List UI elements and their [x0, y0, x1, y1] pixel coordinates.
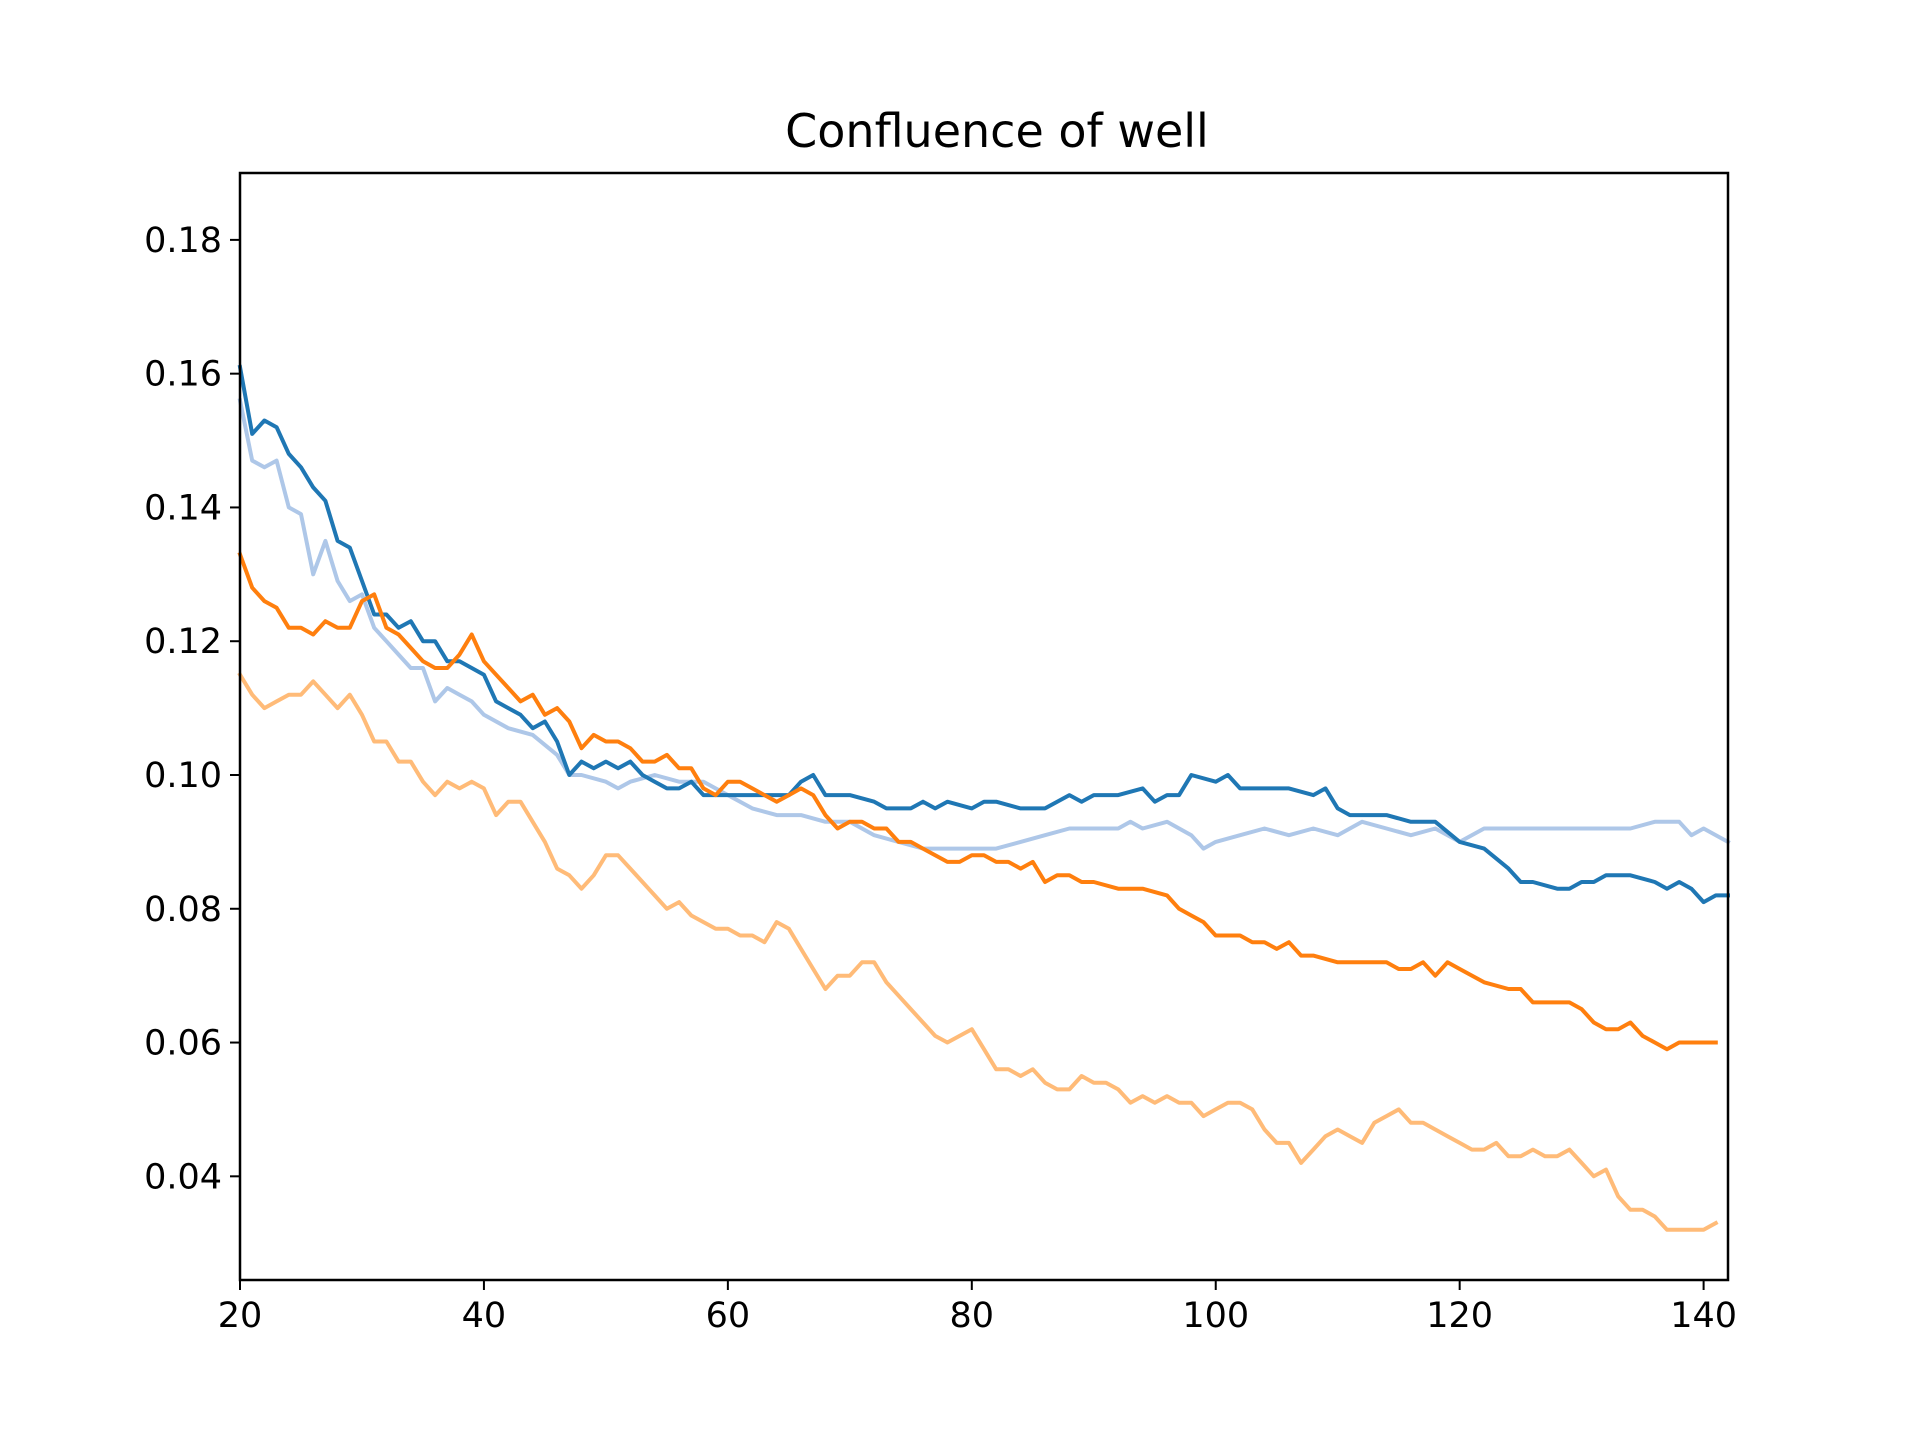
- y-tick-label: 0.12: [144, 622, 222, 662]
- x-tick-label: 100: [1182, 1296, 1249, 1336]
- x-tick-label: 40: [462, 1296, 507, 1336]
- x-tick-label: 60: [706, 1296, 751, 1336]
- series-line-4: [237, 671, 1719, 1232]
- y-tick-label: 0.16: [144, 355, 222, 395]
- y-tick-label: 0.06: [144, 1024, 222, 1064]
- series-line-3: [237, 551, 1718, 1052]
- x-tick-label: 20: [218, 1296, 263, 1336]
- y-tick-label: 0.10: [144, 756, 222, 796]
- series-layer: [237, 364, 1731, 1232]
- x-tick-label: 140: [1670, 1296, 1737, 1336]
- y-tick-label: 0.14: [144, 488, 222, 528]
- x-tick-label: 120: [1426, 1296, 1493, 1336]
- y-tick-label: 0.18: [144, 221, 222, 261]
- plot-frame: [238, 171, 1730, 1282]
- chart-title: Confluence of well: [785, 104, 1209, 158]
- series-line-1: [237, 398, 1731, 851]
- axis-ticks: 20 40 60 80 100 120 140 0.04 0.06 0.08 0.10 0.12 0.1…: [144, 221, 1737, 1336]
- y-tick-label: 0.04: [144, 1157, 222, 1197]
- plot-area: [240, 173, 1728, 1280]
- series-line-2: [237, 364, 1730, 905]
- x-tick-label: 80: [950, 1296, 995, 1336]
- y-tick-label: 0.08: [144, 890, 222, 930]
